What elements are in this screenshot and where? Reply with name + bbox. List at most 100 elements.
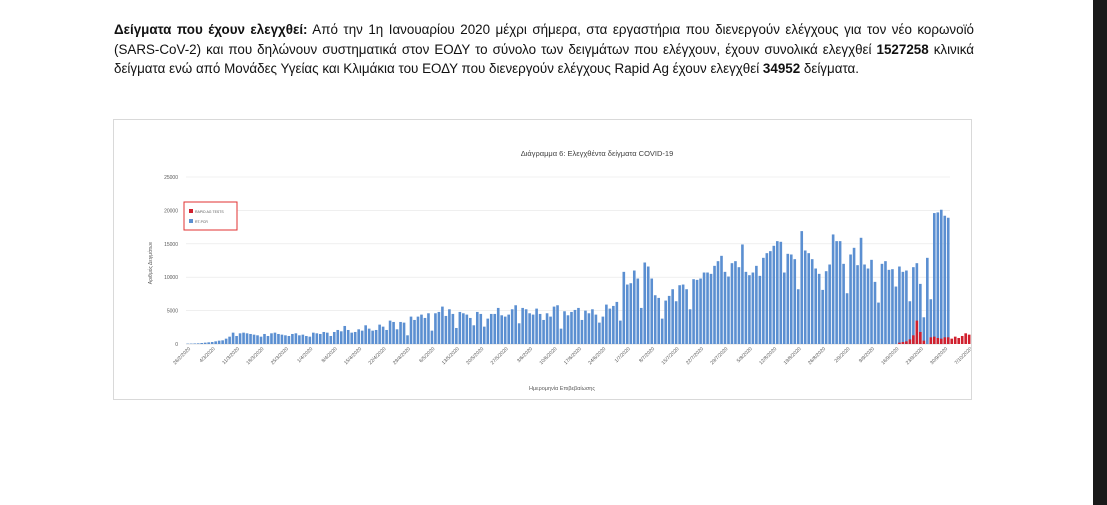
pcr-bar: [664, 300, 667, 344]
pcr-bar: [716, 261, 720, 344]
pcr-bar: [228, 336, 231, 344]
pcr-bar: [367, 328, 371, 344]
pcr-bar: [479, 313, 483, 344]
x-tick-label: 26/8/2020: [807, 346, 827, 366]
samples-text-3: δείγματα.: [800, 61, 860, 76]
pcr-bar: [922, 317, 926, 344]
pcr-bar: [821, 289, 824, 344]
pcr-bar: [793, 259, 797, 344]
samples-text-2: κλινικά δείγματα ενώ από Μονάδες Υγείας …: [114, 41, 975, 77]
pcr-bar: [343, 325, 347, 344]
pcr-bar: [489, 313, 493, 344]
pcr-bar: [629, 283, 633, 344]
samples-text-1: Από την 1η Ιανουαρίου 2020 μέχρι σήμερα,…: [114, 22, 975, 57]
pcr-bar: [692, 279, 695, 344]
pcr-bar: [196, 343, 200, 344]
pcr-bar: [270, 333, 273, 344]
pcr-bar: [646, 266, 650, 344]
pcr-bar: [552, 306, 556, 344]
pcr-bar: [409, 316, 413, 344]
rapid-bar: [901, 341, 905, 344]
x-tick-label: 24/6/2020: [587, 346, 607, 366]
pcr-bar: [891, 269, 894, 344]
pcr-bar: [462, 313, 465, 344]
y-tick-label: 25000: [164, 175, 178, 181]
pcr-bar: [598, 322, 601, 344]
pcr-bar: [831, 234, 835, 344]
pcr-bar: [842, 263, 845, 344]
x-tick-label: 3/6/2020: [516, 346, 534, 364]
pcr-bar: [364, 325, 367, 344]
pcr-bar: [615, 301, 619, 344]
pcr-bar: [256, 335, 259, 344]
x-tick-label: 5/8/2020: [736, 346, 754, 364]
pcr-bar: [549, 316, 552, 344]
pcr-bar: [475, 311, 479, 344]
pcr-bar: [594, 314, 598, 344]
pcr-bar: [545, 313, 549, 344]
pcr-bar: [531, 314, 535, 344]
pcr-bar: [434, 313, 437, 344]
rapid-bar: [898, 342, 901, 344]
pcr-bar: [486, 318, 490, 344]
x-tick-label: 22/4/2020: [368, 346, 388, 366]
pcr-bar: [887, 269, 891, 344]
chart-container: 0 5000 10000 15000 20000 25000 26/2/2020 4/3/20…: [113, 119, 972, 400]
pcr-bar: [371, 330, 374, 344]
pcr-bar: [852, 247, 856, 344]
rapid-bar: [922, 340, 926, 344]
pcr-bar: [734, 261, 737, 344]
pcr-bar: [671, 289, 674, 344]
x-tick-label: 11/3/2020: [221, 346, 241, 366]
pcr-bar: [353, 331, 357, 344]
pcr-bar: [814, 268, 817, 344]
legend-swatch-pcr: [189, 219, 193, 223]
pcr-bar: [786, 253, 790, 344]
rapid-bar: [960, 335, 964, 344]
pcr-bar: [758, 275, 762, 344]
rapid-bar: [943, 337, 947, 344]
pcr-bar: [451, 313, 455, 344]
pcr-bar: [455, 327, 458, 344]
pcr-bar: [810, 259, 814, 344]
x-tick-label: 23/9/2020: [905, 346, 925, 366]
rapid-bar: [929, 337, 933, 344]
pcr-bar: [291, 333, 294, 344]
pcr-bar: [280, 334, 284, 344]
pcr-bar: [437, 311, 441, 344]
pcr-bar: [939, 209, 943, 344]
x-tick-label: 10/6/2020: [538, 346, 558, 366]
x-tick-label: 6/5/2020: [418, 346, 436, 364]
pcr-bar: [796, 289, 800, 344]
pcr-bar: [315, 333, 319, 344]
pcr-bar: [873, 281, 877, 344]
rapid-bar: [915, 320, 919, 344]
x-tick-label: 29/4/2020: [392, 346, 412, 366]
pcr-bar: [322, 331, 326, 344]
pcr-bar: [741, 244, 744, 344]
pcr-bar: [392, 321, 395, 344]
pcr-bar: [859, 237, 863, 344]
pcr-bar: [601, 316, 605, 344]
samples-paragraph: Δείγματα που έχουν ελεγχθεί: Από την 1η …: [114, 20, 974, 79]
x-tick-label: 27/5/2020: [490, 346, 510, 366]
x-tick-label: 18/3/2020: [245, 346, 265, 366]
pcr-bar: [235, 335, 238, 344]
pcr-bar: [660, 318, 664, 344]
pcr-bar: [625, 284, 629, 344]
rapid-bar: [946, 337, 950, 344]
pcr-bar: [465, 314, 469, 344]
pcr-bar: [263, 333, 266, 344]
pcr-bar: [706, 272, 709, 344]
y-tick-label: 20000: [164, 208, 178, 214]
pcr-bar: [901, 271, 905, 344]
pcr-bar: [587, 313, 591, 344]
rapid-bar: [957, 337, 961, 344]
pcr-bar: [200, 342, 204, 344]
pcr-bar: [374, 329, 378, 344]
pcr-bar: [632, 270, 636, 344]
pcr-bar: [496, 307, 500, 344]
page-right-border: [1093, 0, 1107, 505]
pcr-bar: [755, 265, 758, 344]
pcr-bar: [448, 309, 451, 344]
